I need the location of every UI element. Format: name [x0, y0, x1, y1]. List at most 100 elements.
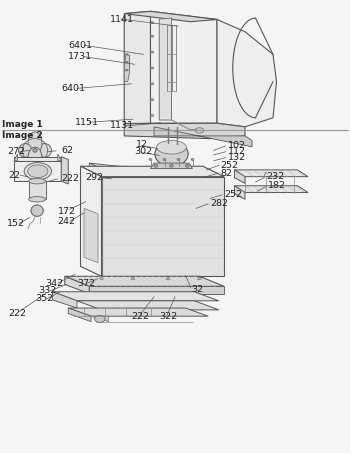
Text: 22: 22 — [9, 171, 21, 180]
Text: 182: 182 — [268, 181, 286, 190]
Polygon shape — [234, 170, 245, 183]
Text: 132: 132 — [228, 153, 246, 162]
Text: 32: 32 — [191, 285, 203, 294]
Text: 222: 222 — [61, 174, 79, 183]
Polygon shape — [124, 54, 130, 82]
Ellipse shape — [166, 277, 170, 280]
Ellipse shape — [149, 159, 152, 160]
Text: 222: 222 — [131, 312, 149, 321]
Ellipse shape — [19, 144, 32, 157]
Polygon shape — [65, 276, 224, 286]
Ellipse shape — [24, 163, 51, 180]
Ellipse shape — [31, 205, 43, 217]
Polygon shape — [14, 161, 61, 181]
Text: 6401: 6401 — [61, 84, 85, 93]
Text: 372: 372 — [77, 279, 95, 288]
Text: 352: 352 — [35, 294, 53, 304]
Text: 222: 222 — [9, 309, 27, 318]
Polygon shape — [89, 286, 224, 294]
Polygon shape — [217, 19, 276, 127]
Ellipse shape — [151, 99, 154, 101]
Ellipse shape — [131, 277, 135, 280]
Polygon shape — [52, 292, 219, 301]
Ellipse shape — [28, 165, 48, 178]
Text: 342: 342 — [46, 279, 64, 288]
Polygon shape — [80, 166, 224, 177]
Polygon shape — [77, 301, 219, 310]
Text: 12: 12 — [136, 140, 148, 149]
Polygon shape — [89, 163, 150, 174]
Polygon shape — [150, 11, 217, 123]
Text: 232: 232 — [266, 172, 284, 181]
Ellipse shape — [100, 277, 103, 280]
Polygon shape — [124, 11, 217, 22]
Text: 1131: 1131 — [110, 121, 134, 130]
Ellipse shape — [191, 159, 194, 160]
Polygon shape — [159, 18, 172, 120]
Ellipse shape — [151, 51, 154, 53]
Ellipse shape — [29, 178, 46, 184]
Polygon shape — [68, 308, 208, 316]
Polygon shape — [102, 177, 224, 276]
Text: 252: 252 — [220, 161, 238, 170]
Text: 1141: 1141 — [110, 14, 134, 24]
Ellipse shape — [151, 22, 154, 24]
Text: 332: 332 — [38, 286, 56, 295]
Ellipse shape — [94, 315, 105, 323]
Ellipse shape — [125, 53, 128, 55]
Text: 152: 152 — [7, 219, 25, 228]
Text: 292: 292 — [86, 173, 104, 182]
Ellipse shape — [177, 159, 180, 160]
Ellipse shape — [33, 149, 37, 152]
Polygon shape — [124, 11, 150, 124]
Polygon shape — [234, 186, 308, 193]
Text: Image 2: Image 2 — [2, 131, 42, 140]
Ellipse shape — [151, 35, 154, 37]
Ellipse shape — [151, 67, 154, 69]
Text: 272: 272 — [7, 147, 25, 156]
Text: 282: 282 — [210, 199, 228, 208]
Text: 1151: 1151 — [75, 118, 99, 127]
Polygon shape — [68, 308, 91, 322]
Polygon shape — [52, 292, 77, 308]
Text: 322: 322 — [159, 312, 177, 321]
Text: 252: 252 — [224, 190, 242, 199]
Polygon shape — [65, 276, 89, 294]
Polygon shape — [154, 127, 252, 147]
Ellipse shape — [125, 61, 128, 63]
Text: 172: 172 — [58, 207, 76, 216]
Polygon shape — [124, 123, 245, 139]
Ellipse shape — [154, 164, 158, 167]
Text: 102: 102 — [228, 141, 245, 150]
Ellipse shape — [157, 140, 186, 154]
Ellipse shape — [38, 144, 51, 157]
Polygon shape — [29, 181, 46, 199]
Ellipse shape — [170, 164, 173, 167]
Ellipse shape — [198, 277, 201, 280]
Ellipse shape — [163, 159, 166, 160]
Polygon shape — [61, 157, 68, 184]
Polygon shape — [91, 316, 108, 322]
Ellipse shape — [28, 132, 42, 154]
Text: 242: 242 — [58, 217, 76, 226]
Ellipse shape — [29, 197, 46, 202]
Text: 1731: 1731 — [68, 52, 92, 61]
Polygon shape — [80, 166, 101, 276]
Ellipse shape — [195, 128, 204, 133]
Polygon shape — [234, 186, 245, 199]
Text: 112: 112 — [228, 147, 245, 156]
Polygon shape — [58, 154, 61, 161]
Polygon shape — [14, 157, 61, 161]
Ellipse shape — [125, 70, 128, 71]
Ellipse shape — [28, 147, 42, 169]
Text: 82: 82 — [220, 169, 232, 178]
Polygon shape — [89, 163, 101, 173]
Polygon shape — [234, 170, 308, 177]
Text: 302: 302 — [134, 147, 153, 156]
Polygon shape — [84, 208, 98, 263]
Ellipse shape — [151, 83, 154, 85]
Ellipse shape — [151, 115, 154, 116]
Text: Image 1: Image 1 — [2, 120, 42, 129]
Ellipse shape — [155, 141, 188, 166]
Ellipse shape — [186, 164, 189, 167]
